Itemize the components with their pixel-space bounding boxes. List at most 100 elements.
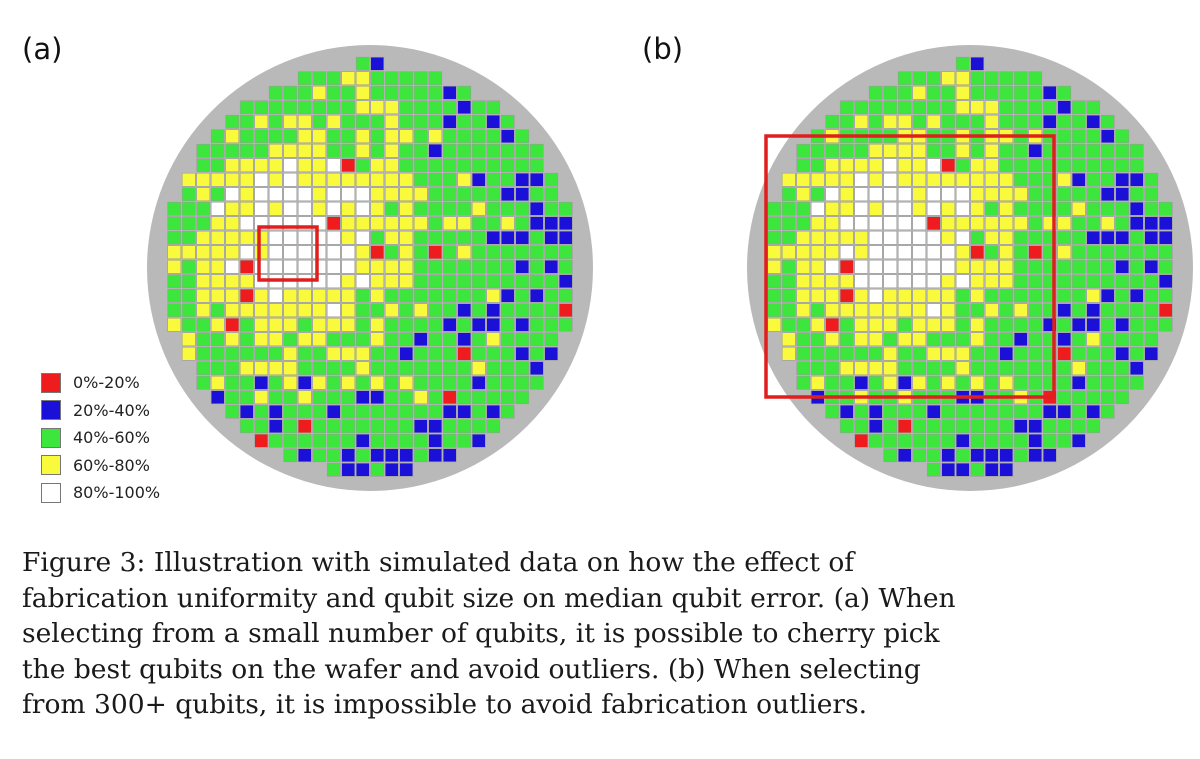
qubit-die — [457, 288, 472, 303]
qubit-die — [1028, 201, 1043, 216]
qubit-die — [781, 274, 796, 289]
qubit-die — [796, 245, 811, 260]
qubit-die — [225, 404, 240, 419]
qubit-die — [529, 317, 544, 332]
qubit-die — [970, 187, 985, 202]
qubit-die — [796, 303, 811, 318]
qubit-die — [1042, 433, 1057, 448]
qubit-die — [868, 332, 883, 347]
qubit-die — [839, 100, 854, 115]
qubit-die — [1100, 346, 1115, 361]
qubit-die — [839, 259, 854, 274]
qubit-die — [984, 274, 999, 289]
qubit-die — [326, 462, 341, 477]
qubit-die — [1144, 245, 1159, 260]
qubit-die — [796, 346, 811, 361]
qubit-die — [544, 317, 559, 332]
qubit-die — [868, 143, 883, 158]
qubit-die — [970, 462, 985, 477]
qubit-die — [355, 419, 370, 434]
qubit-die — [984, 71, 999, 86]
qubit-die — [926, 216, 941, 231]
qubit-die — [196, 332, 211, 347]
qubit-die — [399, 332, 414, 347]
qubit-die — [268, 303, 283, 318]
qubit-die — [941, 158, 956, 173]
qubit-die — [897, 143, 912, 158]
qubit-die — [312, 361, 327, 376]
qubit-die — [796, 230, 811, 245]
qubit-die — [825, 346, 840, 361]
qubit-die — [926, 114, 941, 129]
qubit-die — [1129, 187, 1144, 202]
qubit-die — [1129, 143, 1144, 158]
qubit-die — [1115, 288, 1130, 303]
qubit-die — [912, 85, 927, 100]
qubit-die — [926, 85, 941, 100]
qubit-die — [457, 129, 472, 144]
qubit-die — [442, 187, 457, 202]
caption-line: selecting from a small number of qubits,… — [22, 618, 940, 649]
qubit-die — [210, 216, 225, 231]
qubit-die — [1100, 390, 1115, 405]
qubit-die — [370, 259, 385, 274]
qubit-die — [457, 375, 472, 390]
qubit-die — [181, 259, 196, 274]
qubit-die — [1100, 332, 1115, 347]
qubit-die — [912, 332, 927, 347]
qubit-die — [457, 230, 472, 245]
qubit-die — [897, 346, 912, 361]
qubit-die — [883, 85, 898, 100]
qubit-die — [341, 375, 356, 390]
qubit-die — [1100, 172, 1115, 187]
qubit-die — [1057, 346, 1072, 361]
qubit-die — [486, 187, 501, 202]
qubit-die — [181, 201, 196, 216]
qubit-die — [897, 114, 912, 129]
qubit-die — [1129, 375, 1144, 390]
qubit-die — [1028, 100, 1043, 115]
qubit-die — [883, 375, 898, 390]
qubit-die — [1100, 375, 1115, 390]
qubit-die — [955, 114, 970, 129]
qubit-die — [515, 245, 530, 260]
qubit-die — [1028, 419, 1043, 434]
qubit-die — [225, 230, 240, 245]
qubit-die — [1129, 288, 1144, 303]
qubit-die — [413, 187, 428, 202]
qubit-die — [1042, 100, 1057, 115]
qubit-die — [254, 114, 269, 129]
qubit-die — [428, 375, 443, 390]
qubit-die — [839, 143, 854, 158]
qubit-die — [254, 129, 269, 144]
qubit-die — [355, 448, 370, 463]
qubit-die — [970, 56, 985, 71]
qubit-die — [1042, 448, 1057, 463]
qubit-die — [239, 245, 254, 260]
qubit-die — [370, 274, 385, 289]
qubit-die — [428, 187, 443, 202]
qubit-die — [283, 419, 298, 434]
qubit-die — [196, 245, 211, 260]
qubit-die — [196, 230, 211, 245]
qubit-die — [254, 201, 269, 216]
qubit-die — [326, 85, 341, 100]
qubit-die — [970, 288, 985, 303]
qubit-die — [558, 288, 573, 303]
figure-caption: Figure 3: Illustration with simulated da… — [22, 545, 1182, 723]
qubit-die — [868, 433, 883, 448]
qubit-die — [926, 419, 941, 434]
qubit-die — [970, 100, 985, 115]
qubit-die — [1071, 332, 1086, 347]
qubit-die — [515, 346, 530, 361]
qubit-die — [515, 375, 530, 390]
qubit-die — [326, 129, 341, 144]
qubit-die — [486, 317, 501, 332]
qubit-die — [384, 288, 399, 303]
qubit-die — [413, 448, 428, 463]
qubit-die — [384, 404, 399, 419]
qubit-die — [428, 274, 443, 289]
qubit-die — [970, 274, 985, 289]
qubit-die — [970, 85, 985, 100]
qubit-die — [955, 303, 970, 318]
